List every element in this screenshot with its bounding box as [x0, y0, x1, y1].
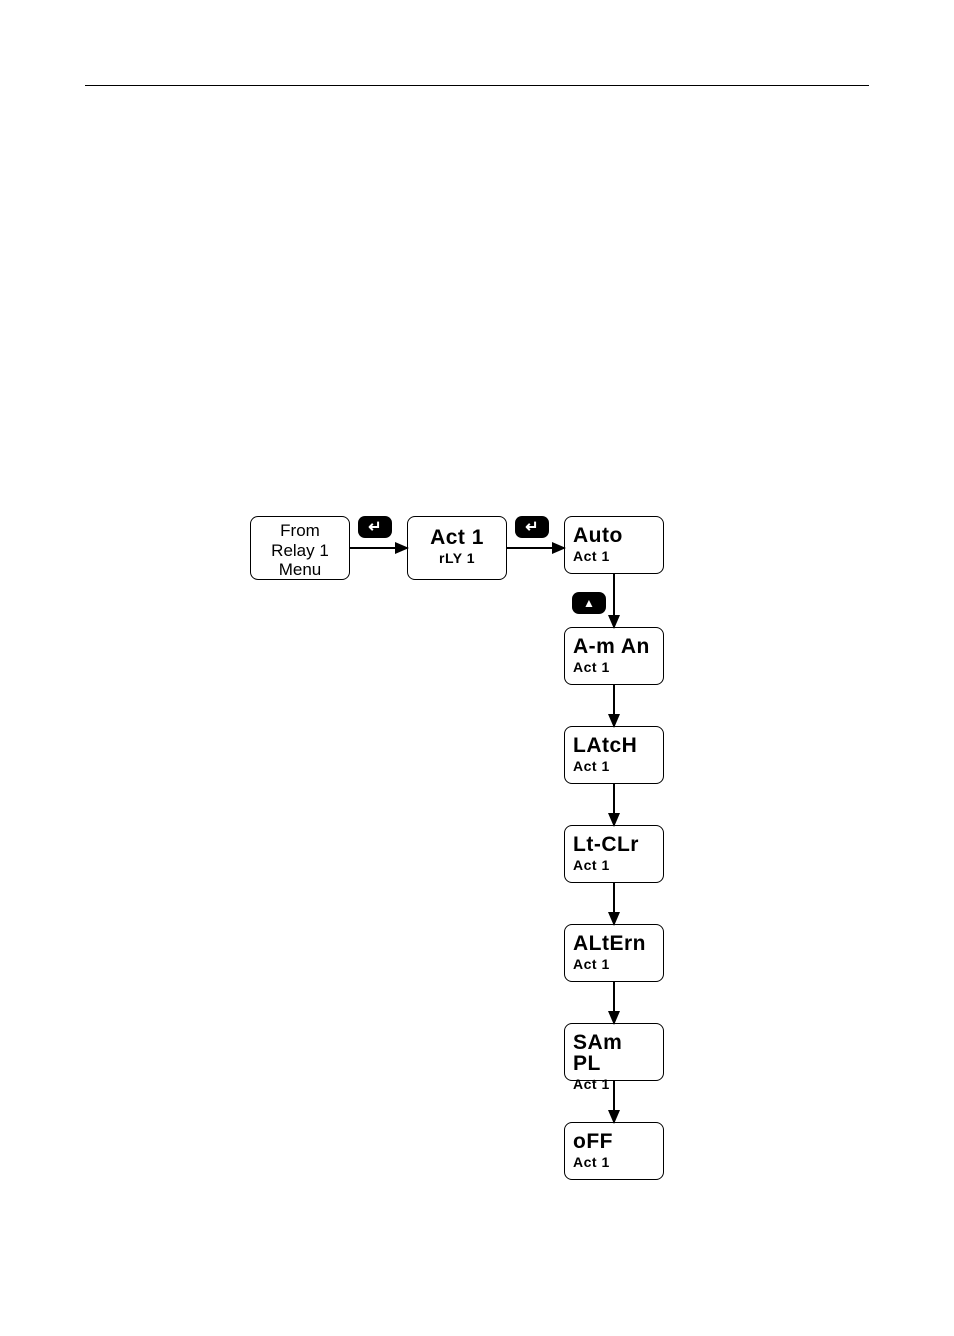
page-top-rule	[85, 85, 869, 86]
flow-connectors	[250, 516, 750, 1216]
relay-action-flowchart: From Relay 1 Menu Act 1 rLY 1 Auto Act 1…	[250, 516, 950, 1266]
